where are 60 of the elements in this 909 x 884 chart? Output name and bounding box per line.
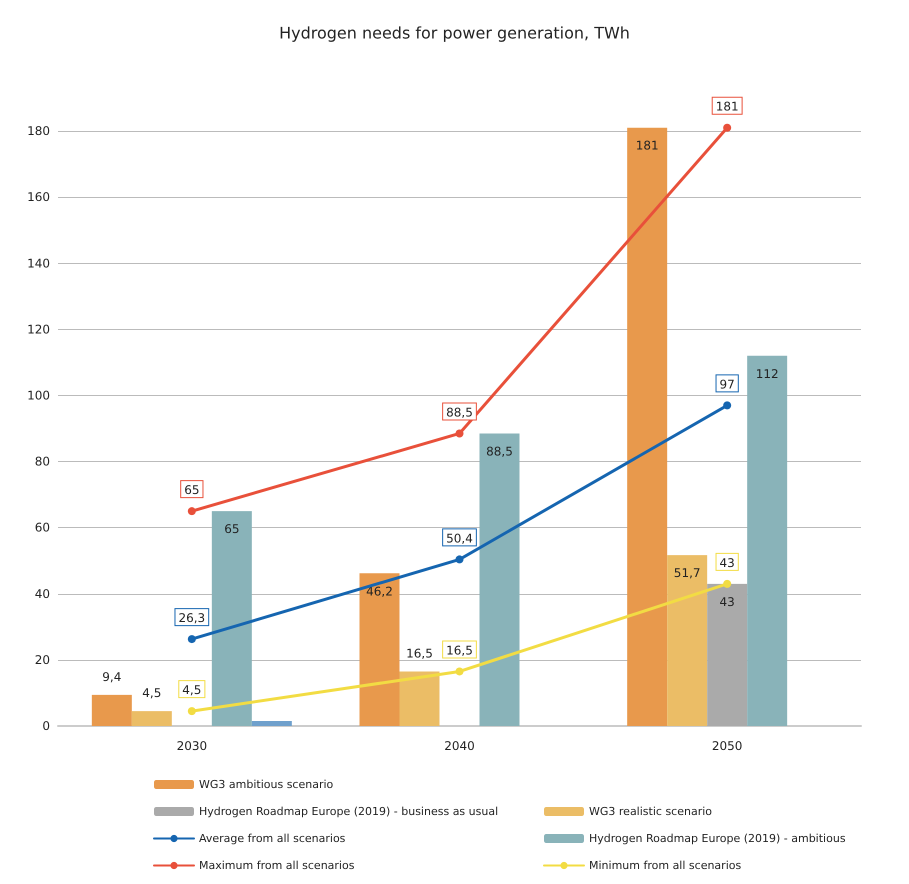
bar [360,573,400,726]
data-label: 43 [720,594,735,609]
bar [212,511,252,726]
point [456,555,464,564]
legend-label: WG3 realistic scenario [589,805,712,818]
data-label: 16,5 [406,646,433,660]
bar [400,671,440,726]
data-label: 88,5 [446,405,473,420]
y-tick-label: 0 [42,719,50,733]
point [723,401,732,410]
data-label: 181 [716,100,739,114]
legend-label: WG3 ambitious scenario [199,778,334,791]
data-label: 43 [720,556,735,570]
x-tick-label: 2040 [444,739,475,753]
x-tick-label: 2030 [176,739,208,753]
legend-label: Minimum from all scenarios [589,859,742,872]
point [188,507,196,516]
y-tick-label: 120 [27,322,50,336]
y-tick-label: 180 [27,124,50,138]
data-label: 51,7 [674,566,701,580]
bar [480,433,520,726]
data-label: 4,5 [182,683,202,698]
legend-label: Average from all scenarios [199,832,346,845]
legend-label: Hydrogen Roadmap Europe (2019) - business as usual [199,805,498,818]
bar [747,356,788,726]
bar [707,584,748,726]
y-tick-label: 140 [27,256,50,270]
data-label: 65 [184,483,200,498]
y-tick-label: 60 [34,520,50,535]
bar [132,711,172,726]
point [188,707,196,716]
data-label: 50,4 [446,531,473,546]
point [723,580,732,588]
legend-label: Hydrogen Roadmap Europe (2019) - ambitious [589,832,846,845]
data-label: 88,5 [486,444,513,458]
data-label: 97 [720,377,735,392]
y-tick-label: 20 [34,652,50,667]
y-tick-label: 40 [34,586,50,601]
y-tick-label: 100 [27,388,50,402]
y-tick-label: 80 [34,454,50,469]
chart-title: Hydrogen needs for power generation, TWh [279,24,630,42]
bar [667,555,708,726]
data-label: 26,3 [178,611,206,626]
bar [252,721,292,726]
point [456,429,464,438]
point [723,124,732,132]
data-label: 46,2 [366,584,393,598]
bar [92,694,132,726]
data-label: 4,5 [142,686,162,700]
data-label: 16,5 [446,643,473,658]
y-tick-label: 160 [27,190,50,204]
x-tick-label: 2050 [712,739,742,753]
point [456,667,464,676]
point [188,635,196,644]
data-label: 9,4 [102,670,122,684]
legend-label: Maximum from all scenarios [199,859,355,872]
data-label: 112 [756,366,779,381]
data-label: 181 [636,138,659,153]
bar [627,128,668,726]
data-label: 65 [224,522,240,536]
